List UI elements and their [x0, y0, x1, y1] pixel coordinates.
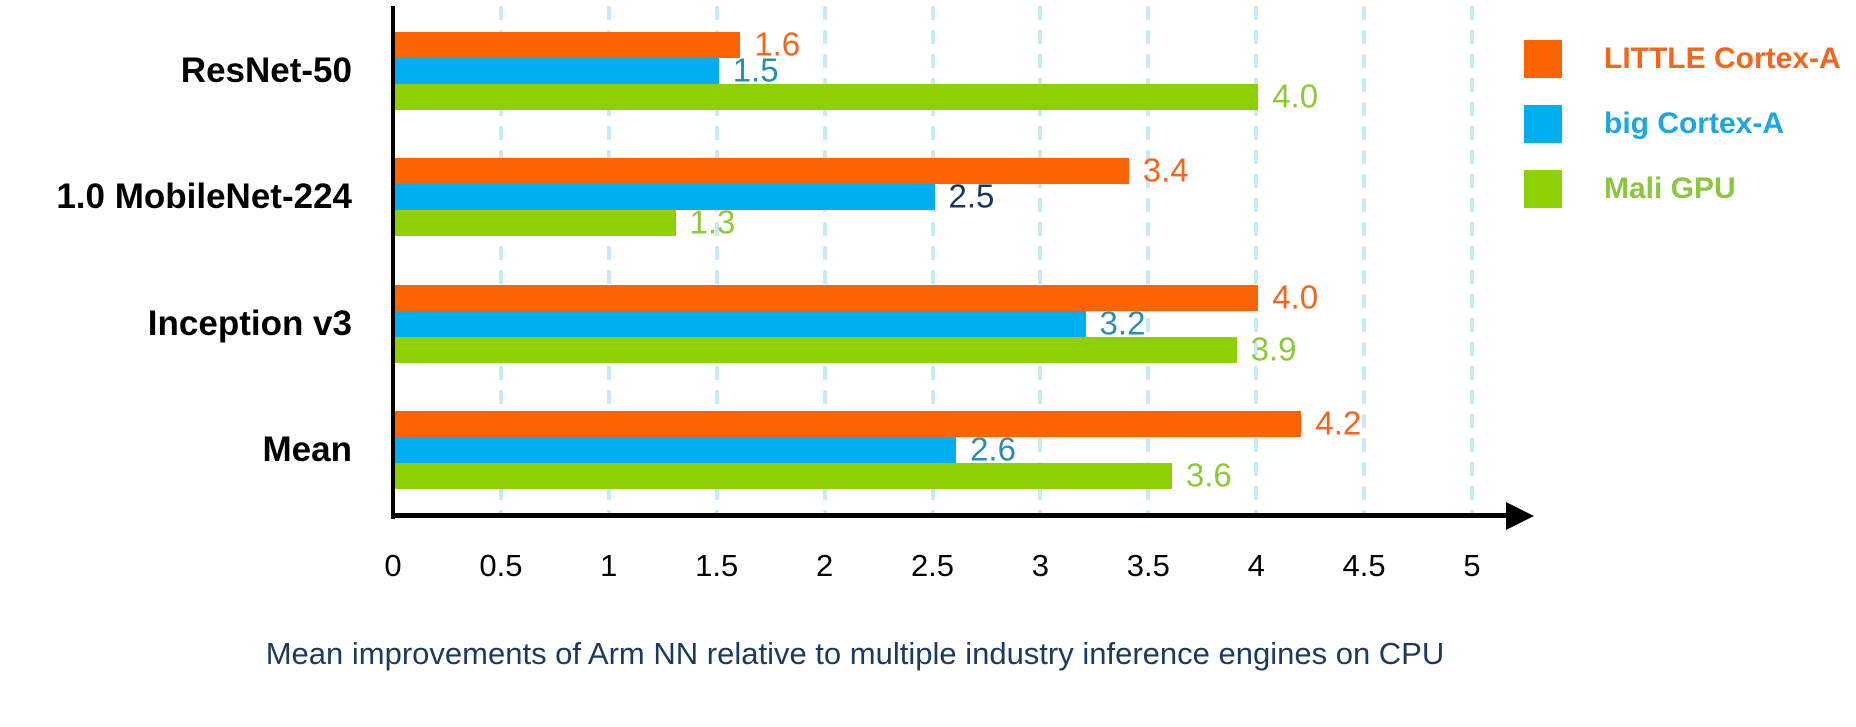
bar-value-label-mean-big-cortex-a: 2.6	[970, 430, 1016, 468]
bar-inception-v3-little-cortex-a	[395, 284, 1259, 311]
bar-resnet-50-mali-gpu	[395, 84, 1259, 110]
x-axis-arrowhead	[1506, 502, 1534, 530]
legend-label-big-cortex-a: big Cortex-A	[1604, 107, 1784, 140]
chart-caption: Mean improvements of Arm NN relative to …	[265, 636, 1445, 671]
x-tick-label-1.5: 1.5	[695, 548, 739, 583]
gridline-1.5	[714, 6, 719, 515]
bar-1-0-mobilenet-224-big-cortex-a	[395, 184, 935, 211]
bar-value-label-mean-little-cortex-a: 4.2	[1315, 404, 1362, 442]
legend-swatch-mali-gpu	[1524, 170, 1562, 208]
bar-value-label-inception-v3-little-cortex-a: 4.0	[1272, 278, 1319, 316]
gridline-5	[1470, 6, 1474, 515]
bar-inception-v3-mali-gpu	[395, 336, 1237, 363]
y-axis-line	[391, 6, 395, 519]
legend-swatch-little-cortex-a	[1524, 40, 1562, 78]
legend-label-little-cortex-a: LITTLE Cortex-A	[1604, 42, 1841, 75]
bar-resnet-50-little-cortex-a	[395, 32, 741, 58]
bar-mean-mali-gpu	[395, 463, 1172, 490]
x-tick-label-0.5: 0.5	[479, 548, 523, 583]
bar-value-label-1-0-mobilenet-224-big-cortex-a: 2.5	[948, 177, 995, 215]
bar-value-label-mean-mali-gpu: 3.6	[1185, 456, 1232, 494]
bar-value-label-resnet-50-mali-gpu: 4.0	[1272, 77, 1319, 115]
bar-value-label-inception-v3-big-cortex-a: 3.2	[1099, 304, 1146, 342]
x-tick-label-3: 3	[1031, 548, 1050, 583]
x-tick-label-2: 2	[815, 548, 834, 583]
legend-item-little-cortex-a: LITTLE Cortex-A	[1524, 40, 1841, 78]
gridline-3.5	[1146, 6, 1151, 515]
bar-mean-little-cortex-a	[395, 411, 1302, 438]
x-tick-label-0: 0	[384, 548, 402, 583]
x-tick-label-1: 1	[600, 548, 618, 583]
category-label-mean: Mean	[262, 430, 352, 470]
gridline-4	[1254, 6, 1259, 515]
bar-value-label-resnet-50-big-cortex-a: 1.5	[732, 51, 779, 89]
legend-label-mali-gpu: Mali GPU	[1604, 172, 1736, 205]
legend-item-big-cortex-a: big Cortex-A	[1524, 105, 1784, 143]
legend-item-mali-gpu: Mali GPU	[1524, 170, 1736, 208]
bar-value-label-1-0-mobilenet-224-mali-gpu: 1.3	[689, 203, 736, 241]
x-tick-label-3.5: 3.5	[1126, 548, 1170, 583]
x-axis-line	[391, 513, 1508, 518]
bar-1-0-mobilenet-224-little-cortex-a	[395, 158, 1129, 185]
category-label-inception-v3: Inception v3	[147, 303, 352, 343]
category-label-resnet-50: ResNet-50	[180, 51, 352, 90]
bar-value-label-resnet-50-little-cortex-a: 1.6	[754, 25, 801, 63]
bar-value-label-1-0-mobilenet-224-little-cortex-a: 3.4	[1142, 151, 1189, 189]
gridline-3	[1038, 6, 1043, 515]
bar-1-0-mobilenet-224-mali-gpu	[395, 210, 676, 237]
legend-swatch-big-cortex-a	[1524, 105, 1562, 143]
bar-value-label-inception-v3-mali-gpu: 3.9	[1250, 330, 1297, 368]
gridline-2.5	[930, 6, 935, 515]
gridline-0.5	[498, 6, 503, 515]
bar-inception-v3-big-cortex-a	[395, 310, 1086, 337]
x-tick-label-2.5: 2.5	[910, 548, 955, 583]
x-tick-label-4.5: 4.5	[1342, 548, 1386, 583]
gridline-1	[606, 6, 611, 515]
x-tick-label-4: 4	[1247, 548, 1265, 583]
x-tick-label-5: 5	[1463, 548, 1481, 583]
category-label-1-0-mobilenet-224: 1.0 MobileNet-224	[56, 177, 352, 217]
bar-mean-big-cortex-a	[395, 437, 957, 464]
gridline-2	[822, 6, 827, 515]
bar-resnet-50-big-cortex-a	[395, 58, 719, 84]
gridline-4.5	[1362, 6, 1367, 515]
